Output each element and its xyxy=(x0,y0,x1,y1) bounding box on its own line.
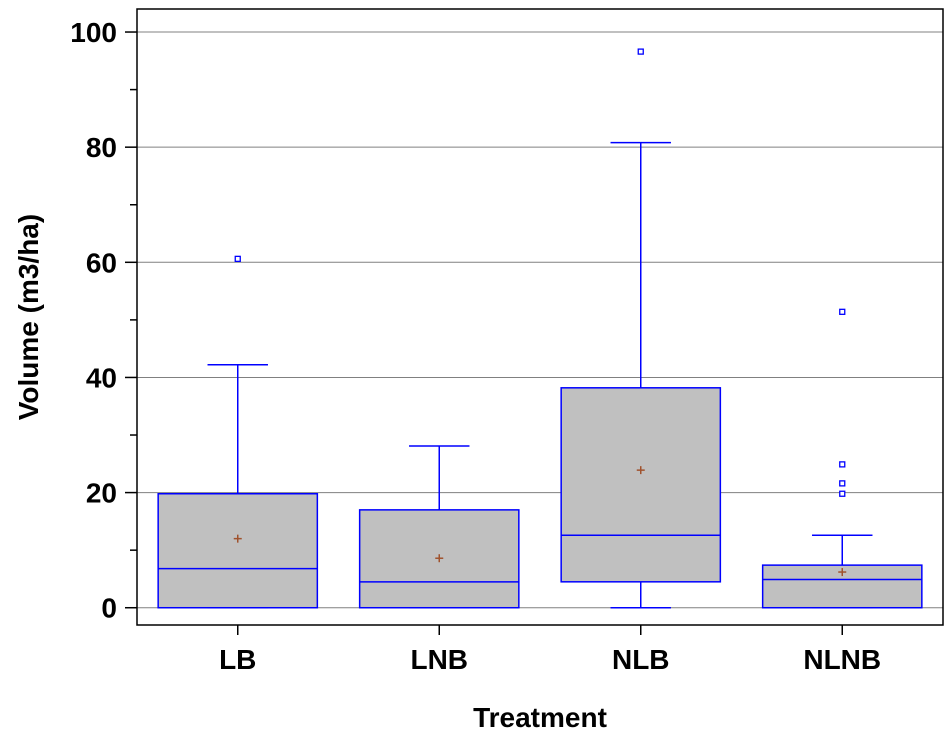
box-lnb xyxy=(358,445,520,609)
x-tick-label-nlb: NLB xyxy=(612,644,670,675)
y-tick-label-100: 100 xyxy=(70,17,117,48)
x-axis-label: Treatment xyxy=(473,702,607,733)
x-tick-label-nlnb: NLNB xyxy=(803,644,881,675)
outlier-point xyxy=(637,48,644,55)
box-lb xyxy=(157,255,319,609)
box-body xyxy=(157,492,319,609)
y-tick-label-40: 40 xyxy=(86,362,117,393)
x-tick-labels: LB LNB NLB NLNB xyxy=(219,644,881,675)
y-tick-labels: 0 20 40 60 80 100 xyxy=(70,17,117,624)
box-nlnb xyxy=(761,308,923,609)
mean-marker xyxy=(838,568,847,577)
mean-marker xyxy=(435,554,444,563)
box-body xyxy=(560,387,722,583)
tick-marks xyxy=(125,31,843,635)
mean-marker xyxy=(233,534,242,543)
x-tick-label-lb: LB xyxy=(219,644,256,675)
x-tick-label-lnb: LNB xyxy=(410,644,468,675)
mean-marker xyxy=(636,466,645,475)
outlier-point xyxy=(839,490,846,497)
boxes xyxy=(157,48,923,609)
outlier-point xyxy=(839,461,846,468)
outlier-point xyxy=(839,308,846,315)
outlier-point xyxy=(839,480,846,487)
y-tick-label-60: 60 xyxy=(86,247,117,278)
y-axis-label: Volume (m3/ha) xyxy=(13,214,44,420)
outlier-point xyxy=(234,255,241,263)
plot-frame xyxy=(136,8,944,626)
box-nlb xyxy=(560,48,722,609)
y-tick-label-0: 0 xyxy=(101,593,117,624)
y-tick-label-80: 80 xyxy=(86,132,117,163)
y-tick-label-20: 20 xyxy=(86,478,117,509)
